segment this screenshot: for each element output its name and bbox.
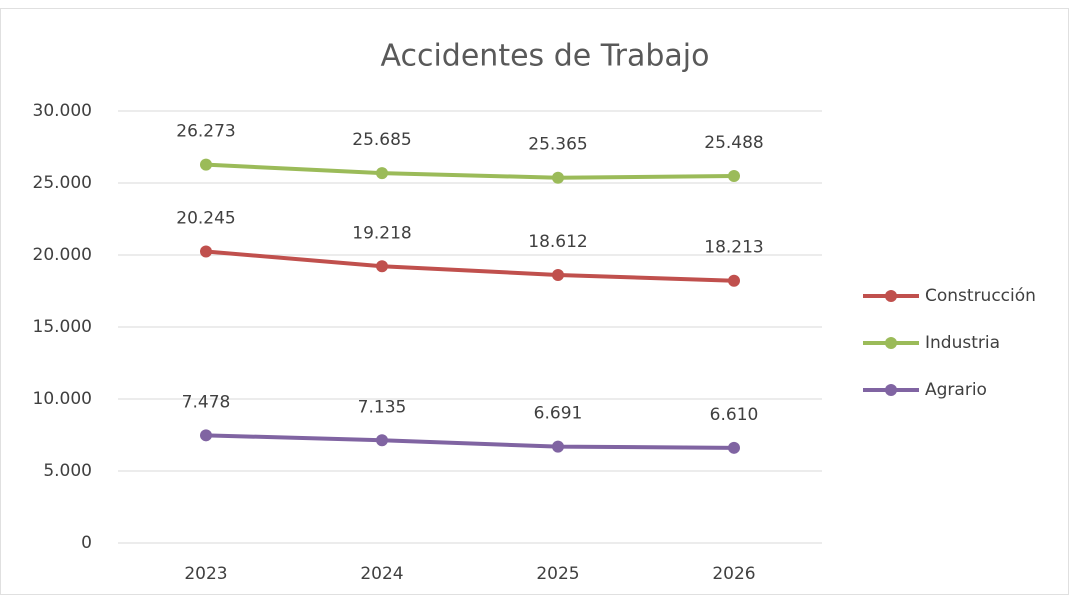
x-tick-label: 2024	[360, 564, 403, 584]
y-tick-label: 25.000	[33, 173, 92, 193]
series-line	[204, 249, 736, 283]
data-label: 25.685	[352, 130, 411, 150]
data-label: 18.612	[528, 232, 587, 252]
data-label: 6.610	[710, 405, 759, 425]
legend-label: Agrario	[925, 380, 987, 400]
chart-border	[0, 8, 1069, 595]
y-tick-label: 15.000	[33, 317, 92, 337]
point	[200, 158, 212, 171]
point	[376, 260, 388, 273]
chart-title: Accidentes de Trabajo	[380, 39, 709, 74]
x-tick-label: 2026	[712, 564, 755, 584]
point	[376, 434, 388, 447]
data-label: 7.478	[182, 392, 231, 412]
x-tick-label: 2023	[184, 564, 227, 584]
series-line	[204, 433, 736, 450]
data-label: 25.488	[704, 133, 763, 153]
point	[200, 429, 212, 442]
data-label: 7.135	[358, 397, 407, 417]
point	[728, 274, 740, 287]
y-tick-label: 20.000	[33, 245, 92, 265]
point	[552, 440, 564, 453]
legend-label: Construcción	[925, 286, 1036, 306]
data-label: 19.218	[352, 223, 411, 243]
legend-marker	[885, 384, 897, 396]
y-tick-label: 10.000	[33, 389, 92, 409]
point	[552, 171, 564, 184]
series-line	[204, 162, 736, 180]
legend-label: Industria	[925, 333, 1000, 353]
y-tick-label: 5.000	[43, 461, 92, 481]
point	[728, 441, 740, 454]
y-tick-label: 30.000	[33, 101, 92, 121]
legend-marker	[885, 337, 897, 349]
y-tick-label: 0	[81, 533, 92, 553]
data-label: 20.245	[176, 208, 235, 228]
data-label: 25.365	[528, 135, 587, 155]
data-label: 18.213	[704, 238, 763, 258]
point	[200, 245, 212, 258]
data-label: 6.691	[534, 404, 583, 424]
data-label: 26.273	[176, 122, 235, 142]
x-tick-label: 2025	[536, 564, 579, 584]
point	[728, 169, 740, 182]
point	[376, 167, 388, 180]
point	[552, 268, 564, 281]
legend-marker	[885, 290, 897, 302]
